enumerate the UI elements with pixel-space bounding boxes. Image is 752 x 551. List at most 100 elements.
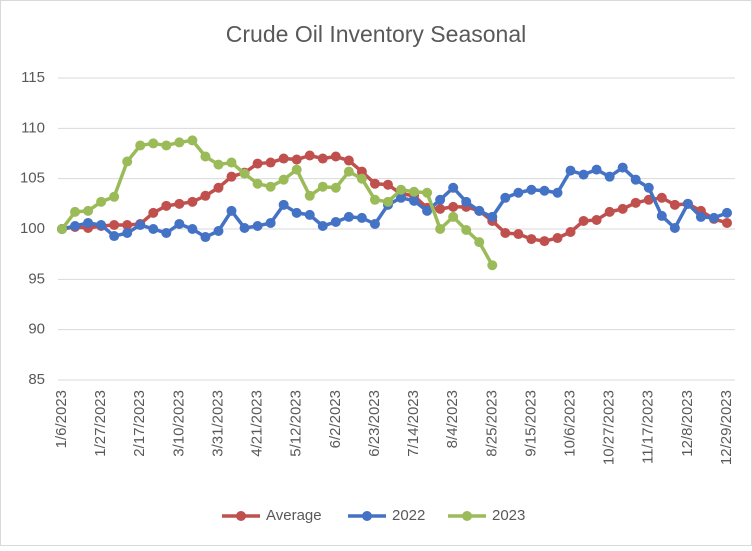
data-point: [487, 260, 498, 271]
data-point: [226, 171, 237, 182]
data-point: [369, 178, 380, 189]
data-point: [369, 218, 380, 229]
y-tick-label: 115: [21, 69, 45, 86]
data-point: [422, 205, 433, 216]
y-tick-label: 110: [21, 119, 45, 136]
x-tick-label: 2/17/2023: [131, 390, 148, 457]
data-point: [435, 203, 446, 214]
data-point: [135, 140, 146, 151]
data-point: [70, 206, 81, 217]
data-point: [213, 226, 224, 237]
x-tick-label: 9/15/2023: [522, 390, 539, 457]
data-point: [565, 165, 576, 176]
x-tick-label: 11/17/2023: [640, 390, 657, 464]
data-point: [96, 196, 107, 207]
data-point: [278, 153, 289, 164]
data-point: [330, 182, 341, 193]
data-point: [161, 228, 172, 239]
data-point: [174, 218, 185, 229]
data-point: [526, 234, 537, 245]
data-point: [148, 207, 159, 218]
data-point: [226, 157, 237, 168]
data-point: [500, 228, 511, 239]
data-point: [343, 155, 354, 166]
x-tick-label: 1/6/2023: [53, 390, 70, 448]
x-tick-label: 1/27/2023: [92, 390, 109, 457]
data-point: [578, 215, 589, 226]
data-point: [304, 190, 315, 201]
data-point: [252, 158, 263, 169]
data-point: [200, 151, 211, 162]
data-point: [239, 168, 250, 179]
data-point: [356, 173, 367, 184]
legend-label: 2022: [392, 507, 425, 524]
data-point: [396, 192, 407, 203]
series-line: [61, 153, 728, 243]
data-point: [513, 229, 524, 240]
data-point: [487, 211, 498, 222]
data-point: [278, 174, 289, 185]
legend-marker: [236, 511, 246, 521]
data-point: [291, 164, 302, 175]
data-point: [643, 194, 654, 205]
data-point: [722, 207, 732, 218]
data-point: [330, 216, 341, 227]
data-point: [604, 171, 615, 182]
data-point: [304, 150, 315, 161]
data-point: [435, 224, 446, 234]
data-point: [565, 227, 576, 238]
data-point: [252, 220, 263, 231]
data-point: [109, 219, 120, 230]
data-point: [369, 194, 380, 205]
data-point: [409, 186, 420, 197]
data-point: [122, 219, 133, 230]
data-point: [187, 196, 198, 207]
data-point: [630, 174, 641, 185]
data-point: [213, 182, 224, 193]
data-point: [682, 198, 693, 209]
data-point: [291, 207, 302, 218]
data-point: [122, 228, 133, 239]
data-point: [265, 157, 276, 168]
data-point: [722, 217, 732, 228]
x-tick-label: 12/29/2023: [718, 390, 735, 465]
data-point: [461, 196, 472, 207]
data-point: [382, 179, 393, 190]
x-tick-label: 8/4/2023: [444, 390, 461, 448]
data-point: [161, 200, 172, 211]
x-tick-label: 8/25/2023: [483, 390, 500, 457]
data-point: [448, 201, 459, 212]
data-point: [422, 187, 433, 198]
series-line: [60, 138, 494, 267]
x-tick-label: 7/14/2023: [405, 390, 422, 457]
data-point: [396, 184, 407, 195]
series-line: [61, 165, 728, 239]
data-point: [461, 225, 472, 236]
data-point: [174, 198, 185, 209]
data-point: [356, 212, 367, 223]
data-point: [343, 211, 354, 222]
data-point: [552, 233, 563, 244]
x-tick-label: 12/8/2023: [679, 390, 696, 457]
data-point: [239, 222, 250, 233]
data-point: [539, 236, 550, 247]
data-point: [291, 154, 302, 165]
data-point: [265, 181, 276, 192]
data-point: [513, 187, 524, 198]
data-point: [174, 137, 185, 148]
y-tick-label: 105: [20, 170, 45, 187]
data-point: [148, 224, 159, 234]
data-point: [669, 199, 680, 210]
data-point: [83, 217, 94, 228]
data-point: [552, 187, 563, 198]
data-point: [630, 197, 641, 208]
data-point: [304, 209, 315, 220]
legend-marker: [362, 511, 372, 521]
data-point: [578, 169, 589, 180]
data-point: [148, 138, 159, 149]
data-point: [604, 206, 615, 217]
x-tick-label: 3/10/2023: [170, 390, 187, 457]
y-tick-label: 95: [28, 270, 45, 287]
